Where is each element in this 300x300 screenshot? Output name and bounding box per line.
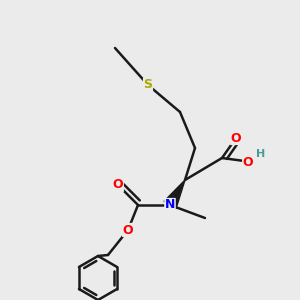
Text: O: O — [243, 155, 253, 169]
Text: O: O — [231, 131, 241, 145]
Text: N: N — [165, 199, 175, 212]
Text: O: O — [113, 178, 123, 191]
Polygon shape — [164, 180, 185, 208]
Text: S: S — [143, 79, 152, 92]
Text: H: H — [256, 149, 266, 159]
Text: O: O — [123, 224, 133, 236]
